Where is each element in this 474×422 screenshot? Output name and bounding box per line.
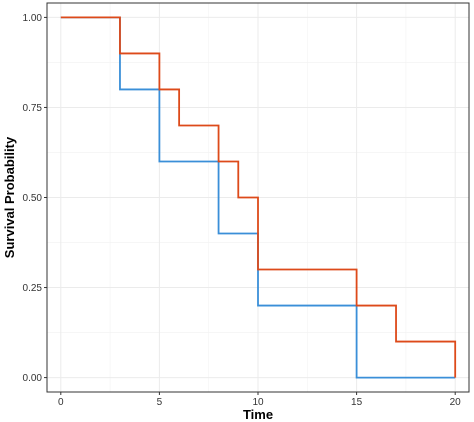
y-tick-label: 0.00 — [23, 373, 43, 384]
series-layer — [60, 16, 457, 379]
x-tick-label: 15 — [351, 397, 363, 408]
y-tick-label: 0.25 — [23, 283, 43, 294]
x-axis: 0 5 10 15 20 — [58, 392, 461, 408]
y-tick-label: 1.00 — [23, 13, 43, 24]
x-tick-label: 0 — [58, 397, 64, 408]
series-2-line — [60, 16, 457, 378]
x-axis-title: Time — [243, 407, 273, 422]
x-tick-label: 10 — [252, 397, 264, 408]
x-tick-label: 20 — [450, 397, 462, 408]
x-tick-label: 5 — [157, 397, 163, 408]
series-1-line — [60, 16, 456, 379]
y-axis: 0.00 0.25 0.50 0.75 1.00 — [23, 13, 47, 384]
y-axis-title: Survival Probability — [2, 136, 17, 258]
y-tick-label: 0.75 — [23, 103, 43, 114]
y-tick-label: 0.50 — [23, 193, 43, 204]
